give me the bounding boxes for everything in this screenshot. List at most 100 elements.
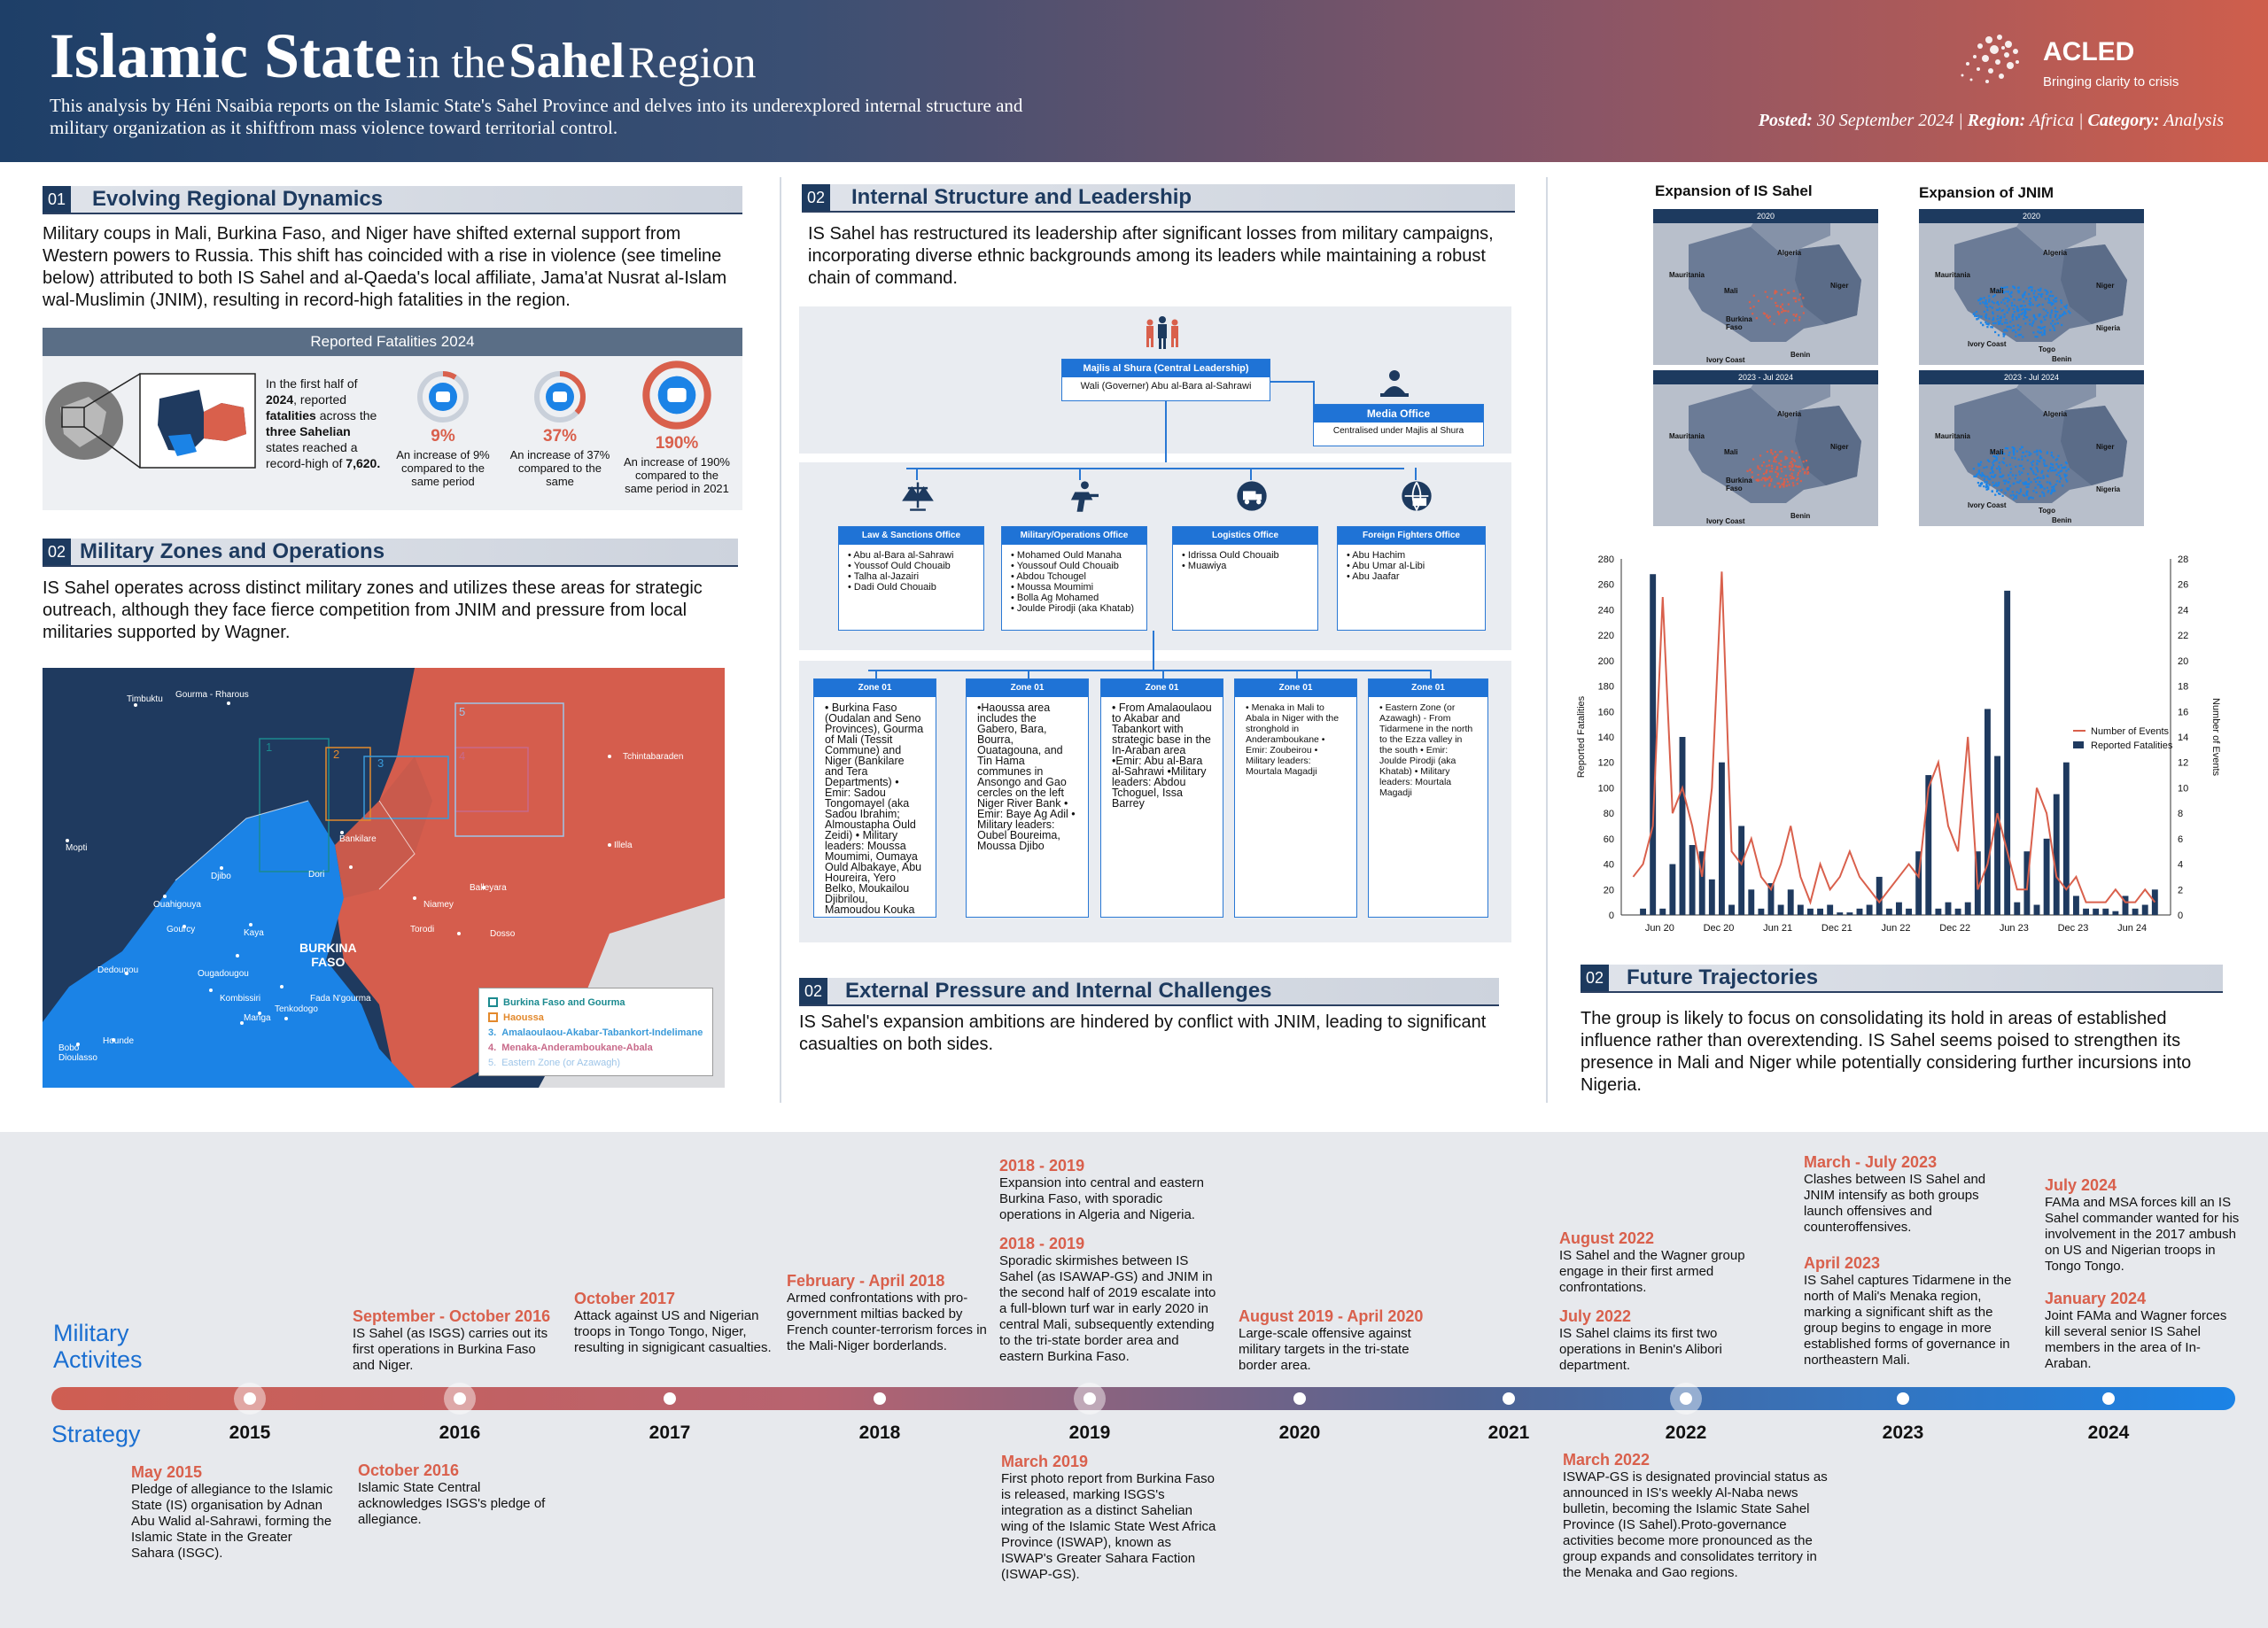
map-label-algeria: Algeria <box>2043 249 2068 257</box>
fatalities-bar <box>2033 904 2040 915</box>
fatalities-bar <box>1896 902 1902 915</box>
section-header-internal-structure: 02 Internal Structure and Leadership <box>802 184 1515 213</box>
map-label-dosso: Dosso <box>490 929 516 939</box>
event-text: Clashes between IS Sahel and JNIM intens… <box>1804 1172 1986 1235</box>
office-member: • Abu Umar al-Libi <box>1347 561 1425 571</box>
fatalities-bar <box>2102 908 2109 915</box>
org-connector <box>1296 670 1298 680</box>
map-period: 2020 <box>1919 209 2144 223</box>
timeline-dot[interactable] <box>1680 1392 1692 1405</box>
timeline-event-military: 2018 - 2019 Sporadic skirmishes between I… <box>999 1235 1221 1365</box>
map-label-ouaga: Ougadougou <box>198 969 249 979</box>
legend-label: Menaka-Anderamboukane-Abala <box>501 1043 653 1053</box>
map-label-mauritania: Mauritania <box>1935 271 1971 279</box>
fatalities-bar <box>1640 908 1646 915</box>
y2-tick-label: 14 <box>2178 733 2188 743</box>
office-member: • Abu Hachim <box>1347 550 1406 561</box>
map-label-mali: Mali <box>1724 448 1738 456</box>
media-sub: Centralised under Majlis al Shura <box>1332 426 1464 436</box>
y2-tick-label: 10 <box>2178 783 2188 794</box>
fatalities-bar <box>1964 902 1971 915</box>
zone-description: • From Amalaoulaou to Akabar and Tabanko… <box>1112 702 1212 810</box>
zone-title: Zone 01 <box>814 679 936 697</box>
timeline-dot[interactable] <box>1293 1392 1306 1405</box>
posted-meta: Posted: 30 September 2024 | Region: Afri… <box>1759 111 2224 131</box>
office-member: • Abu Jaafar <box>1347 571 1400 582</box>
map-label-burkina: Burkina Faso <box>1726 477 1752 492</box>
timeline-dot[interactable] <box>1084 1392 1096 1405</box>
fat-text: three Sahelian <box>266 424 351 438</box>
map-label-kaya: Kaya <box>244 928 264 938</box>
brand-name[interactable]: ACLED <box>2043 37 2135 66</box>
x-tick-label: Dec 22 <box>1939 923 1970 934</box>
y-tick-label: 180 <box>1598 682 1614 693</box>
y2-tick-label: 22 <box>2178 631 2188 641</box>
events-line <box>1632 571 2156 905</box>
event-title: August 2022 <box>1559 1229 1655 1247</box>
timeline-event-military: August 2019 - April 2020 Large-scale offe… <box>1239 1307 1442 1374</box>
y-tick-label: 260 <box>1598 580 1614 591</box>
timeline-dot[interactable] <box>1503 1392 1515 1405</box>
fatalities-bar <box>1935 908 1942 915</box>
timeline-event-military: March - July 2023 Clashes between IS Sahe… <box>1804 1153 2003 1236</box>
stat-ring-1 <box>416 370 470 423</box>
x-tick-label: Jun 23 <box>2000 923 2029 934</box>
legend-bar-swatch <box>2073 741 2084 748</box>
timeline-event-strategy: May 2015 Pledge of allegiance to the Isla… <box>131 1463 335 1562</box>
org-connector <box>916 468 918 480</box>
media-title: Media Office <box>1314 405 1483 423</box>
y-tick-label: 140 <box>1598 733 1614 743</box>
legend-label: Haoussa <box>503 1012 544 1023</box>
fatalities-bar <box>1876 876 1883 915</box>
timeline-dot[interactable] <box>244 1392 256 1405</box>
map-label-ivory: Ivory Coast <box>1706 356 1745 364</box>
legend-number: 2. <box>488 1012 498 1022</box>
office-member: • Bolla Ag Mohamed <box>1011 593 1099 603</box>
zone-title: Zone 01 <box>1101 679 1223 697</box>
fatalities-bar <box>1994 756 2000 915</box>
title-big: Islamic State <box>50 20 402 91</box>
timeline-dot[interactable] <box>874 1392 886 1405</box>
y2-tick-label: 4 <box>2178 860 2183 871</box>
zone-title: Zone 01 <box>1235 679 1356 697</box>
map-label-ivory: Ivory Coast <box>1968 501 2007 509</box>
y2-tick-label: 0 <box>2178 911 2183 921</box>
timeline-year: 2015 <box>229 1423 271 1443</box>
posted-value: 30 September 2024 <box>1816 111 1954 130</box>
section-text-external-pressure: IS Sahel's expansion ambitions are hinde… <box>799 1012 1487 1054</box>
event-title: March 2022 <box>1563 1451 1651 1469</box>
map-period: 2023 - Jul 2024 <box>1653 370 1878 384</box>
timeline-dot[interactable] <box>1897 1392 1909 1405</box>
timeline-dot[interactable] <box>2102 1392 2115 1405</box>
zone-description: • Menaka in Mali to Abala in Niger with … <box>1246 702 1340 777</box>
legend-item: 5. Eastern Zone (or Azawagh) <box>488 1056 703 1071</box>
timeline-dot[interactable] <box>664 1392 676 1405</box>
org-connector <box>1430 670 1432 680</box>
y2-tick-label: 26 <box>2178 580 2188 591</box>
map-label-fada: Fada N'gourma <box>310 994 371 1004</box>
timeline-dot[interactable] <box>454 1392 466 1405</box>
y2-axis-label: Number of Events <box>2210 698 2221 777</box>
office-member: • Joulde Pirodji (aka Khatab) <box>1011 603 1134 614</box>
event-text: Sporadic skirmishes between IS Sahel (as… <box>999 1253 1216 1364</box>
y2-tick-label: 16 <box>2178 707 2188 717</box>
section-text-military-zones: IS Sahel operates across distinct milita… <box>43 578 703 642</box>
event-title: August 2019 - April 2020 <box>1239 1307 1424 1325</box>
timeline-event-military: August 2022 IS Sahel and the Wagner group… <box>1559 1229 1759 1296</box>
event-text: Attack against US and Nigerian troops in… <box>574 1308 772 1355</box>
office-member: • Dadi Ould Chouaib <box>848 582 936 593</box>
org-connector <box>1153 631 1154 670</box>
y2-tick-label: 12 <box>2178 758 2188 769</box>
event-title: March - July 2023 <box>1804 1153 1938 1171</box>
timeline-year: 2023 <box>1882 1423 1924 1443</box>
zone-box: Zone 01 • Menaka in Mali to Abala in Nige… <box>1234 678 1357 918</box>
map-label-togo: Togo <box>2039 345 2055 353</box>
stat-caption-2: An increase of 37% compared to the same <box>509 448 610 488</box>
separator: | <box>2078 111 2084 130</box>
fatalities-bar <box>1945 902 1952 915</box>
map-label-ouahigouya: Ouahigouya <box>153 900 201 910</box>
media-office-box: Media Office Centralised under Majlis al… <box>1313 404 1484 446</box>
legend-events: Number of Events <box>2091 726 2170 737</box>
zones-legend: 1. Burkina Faso and Gourma 2. Haoussa 3. Amal… <box>478 988 713 1076</box>
event-title: March 2019 <box>1001 1453 1089 1470</box>
